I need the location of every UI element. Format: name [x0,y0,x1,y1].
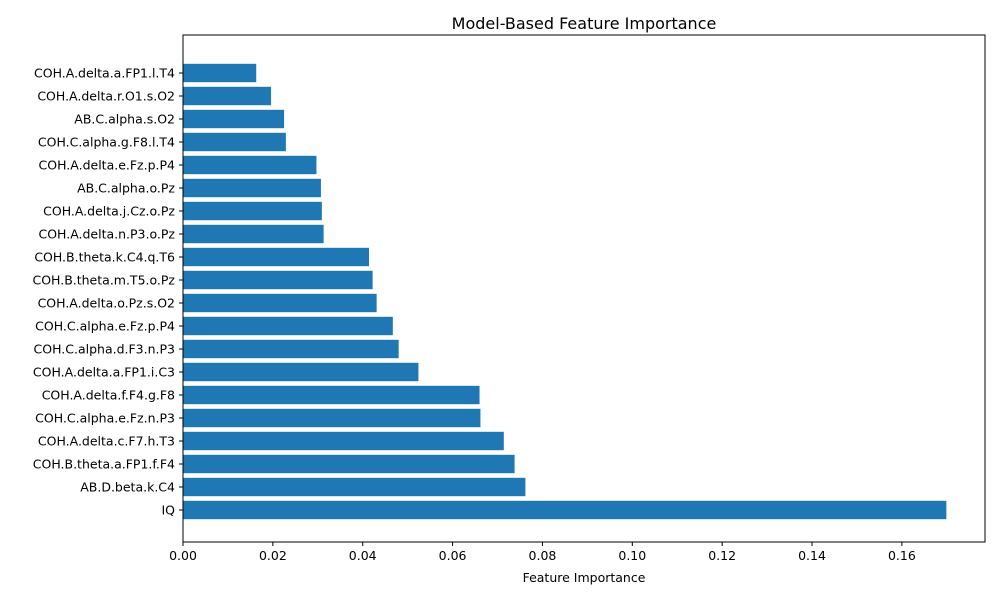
bar-COH.A.delta.n.P3.o.Pz [183,224,324,244]
y-tick-label: COH.A.delta.n.P3.o.Pz [38,227,175,242]
bar-COH.A.delta.e.Fz.p.P4 [183,155,317,175]
bar-AB.C.alpha.o.Pz [183,178,321,198]
bar-COH.B.theta.m.T5.o.Pz [183,270,373,290]
y-tick-label: COH.A.delta.a.FP1.i.C3 [33,365,175,380]
y-tick-label: COH.B.theta.k.C4.q.T6 [34,250,175,265]
y-tick-label: COH.A.delta.f.F4.g.F8 [42,388,175,403]
bar-IQ [183,500,947,520]
y-tick-label: IQ [161,503,175,518]
y-tick-label: AB.D.beta.k.C4 [80,480,175,495]
bar-COH.A.delta.f.F4.g.F8 [183,385,480,405]
y-tick-label: COH.C.alpha.e.Fz.p.P4 [35,319,175,334]
x-tick-label: 0.14 [798,548,826,563]
y-tick-label: COH.C.alpha.g.F8.l.T4 [38,135,175,150]
bar-COH.C.alpha.e.Fz.p.P4 [183,316,393,336]
y-tick-label: COH.A.delta.o.Pz.s.O2 [38,296,175,311]
bar-AB.D.beta.k.C4 [183,477,526,497]
x-tick-label: 0.00 [169,548,197,563]
bar-COH.A.delta.a.FP1.l.T4 [183,63,257,83]
x-tick-label: 0.04 [349,548,377,563]
y-tick-label: COH.A.delta.a.FP1.l.T4 [34,66,175,81]
y-tick-label: COH.A.delta.c.F7.h.T3 [38,434,175,449]
chart-title: Model-Based Feature Importance [452,14,717,33]
bar-COH.A.delta.a.FP1.i.C3 [183,362,419,382]
y-tick-label: COH.A.delta.e.Fz.p.P4 [39,158,175,173]
x-tick-label: 0.16 [888,548,916,563]
bar-COH.A.delta.c.F7.h.T3 [183,431,504,451]
y-axis: IQ AB.D.beta.k.C4 COH.B.theta.a.FP1.f.F4 CO… [32,66,183,518]
y-tick-label: COH.C.alpha.e.Fz.n.P3 [35,411,175,426]
y-tick-label: COH.A.delta.j.Cz.o.Pz [43,204,175,219]
x-tick-label: 0.02 [259,548,287,563]
bar-AB.C.alpha.s.O2 [183,109,285,129]
y-tick-label: COH.B.theta.a.FP1.f.F4 [33,457,175,472]
x-axis: 0.00 0.02 0.04 0.06 0.08 0.10 0.12 0.14 0.16 [169,542,916,563]
bar-COH.B.theta.a.FP1.f.F4 [183,454,515,474]
y-tick-label: AB.C.alpha.o.Pz [77,181,175,196]
x-tick-label: 0.10 [618,548,646,563]
bar-COH.A.delta.r.O1.s.O2 [183,86,272,106]
x-tick-label: 0.08 [529,548,557,563]
bars-group [183,63,947,520]
bar-COH.A.delta.o.Pz.s.O2 [183,293,377,313]
y-tick-label: AB.C.alpha.s.O2 [74,112,175,127]
y-tick-label: COH.A.delta.r.O1.s.O2 [37,89,175,104]
bar-COH.C.alpha.g.F8.l.T4 [183,132,286,152]
y-tick-label: COH.C.alpha.d.F3.n.P3 [34,342,175,357]
x-tick-label: 0.12 [708,548,736,563]
plot-frame [182,34,986,543]
y-tick-label: COH.B.theta.m.T5.o.Pz [32,273,175,288]
bar-COH.B.theta.k.C4.q.T6 [183,247,370,267]
x-tick-label: 0.06 [439,548,467,563]
bar-COH.C.alpha.e.Fz.n.P3 [183,408,481,428]
bar-COH.C.alpha.d.F3.n.P3 [183,339,399,359]
x-axis-label: Feature Importance [523,570,646,585]
bar-COH.A.delta.j.Cz.o.Pz [183,201,322,221]
